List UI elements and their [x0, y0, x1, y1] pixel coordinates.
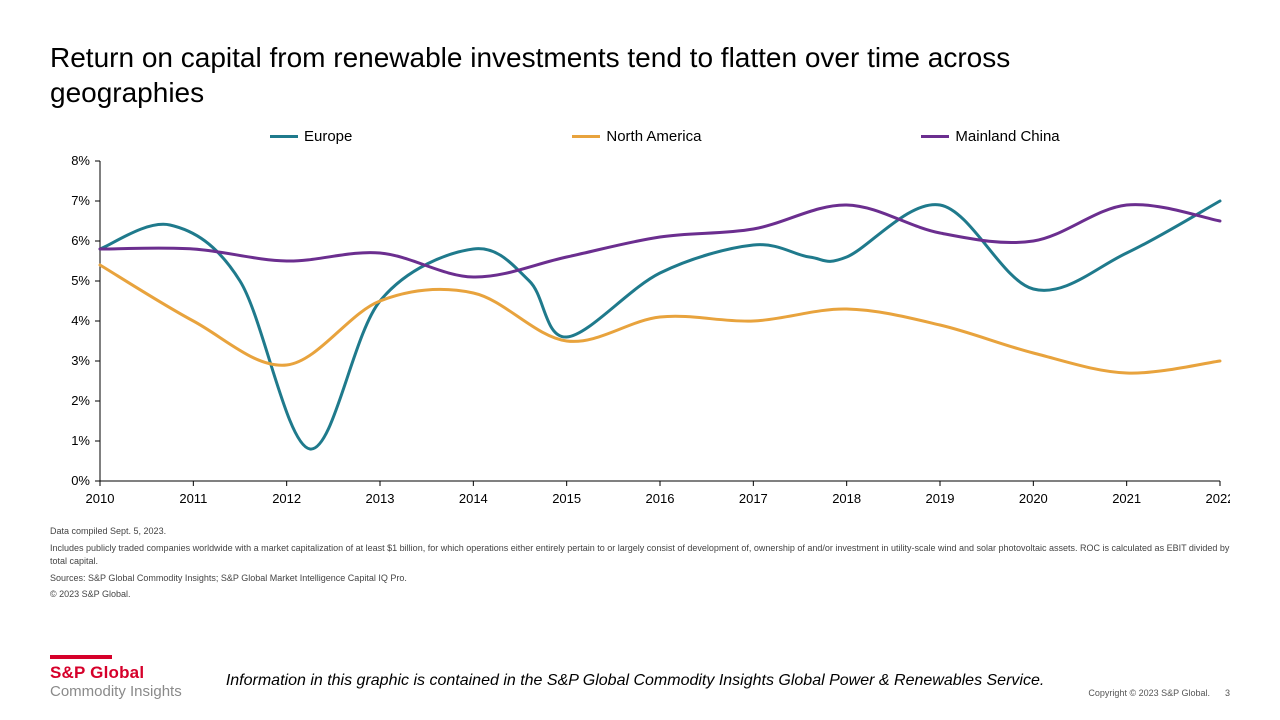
legend-label: North America: [606, 128, 701, 145]
svg-text:2015: 2015: [552, 491, 581, 506]
svg-text:5%: 5%: [71, 273, 90, 288]
svg-text:2011: 2011: [179, 491, 207, 506]
page-number: 3: [1225, 688, 1230, 698]
note-method: Includes publicly traded companies world…: [50, 542, 1230, 569]
legend-swatch: [270, 135, 298, 138]
chart-svg: 0% 1% 2% 3% 4% 5% 6% 7% 8% 2010 2011 2012 2013 2014 20…: [50, 151, 1230, 511]
svg-text:2017: 2017: [739, 491, 768, 506]
legend-item-china: Mainland China: [921, 128, 1059, 145]
legend-label: Europe: [304, 128, 352, 145]
svg-text:4%: 4%: [71, 313, 90, 328]
slide: Return on capital from renewable investm…: [0, 0, 1280, 720]
bottom-bar: S&P Global Commodity Insights Informatio…: [50, 655, 1230, 700]
svg-text:2019: 2019: [926, 491, 955, 506]
legend-item-europe: Europe: [270, 128, 352, 145]
legend-swatch: [572, 135, 600, 138]
svg-text:3%: 3%: [71, 353, 90, 368]
legend-label: Mainland China: [955, 128, 1059, 145]
svg-text:2%: 2%: [71, 393, 90, 408]
note-compiled: Data compiled Sept. 5, 2023.: [50, 525, 1230, 539]
svg-text:7%: 7%: [71, 193, 90, 208]
note-copyright: © 2023 S&P Global.: [50, 588, 1230, 602]
footer-copyright: Copyright © 2023 S&P Global. 3: [1088, 688, 1230, 700]
svg-text:6%: 6%: [71, 233, 90, 248]
chart-title: Return on capital from renewable investm…: [50, 40, 1150, 110]
logo-main: S&P Global: [50, 663, 182, 683]
note-sources: Sources: S&P Global Commodity Insights; …: [50, 572, 1230, 586]
svg-text:2018: 2018: [832, 491, 861, 506]
svg-text:2020: 2020: [1019, 491, 1048, 506]
svg-text:2022: 2022: [1206, 491, 1230, 506]
svg-text:2012: 2012: [272, 491, 301, 506]
svg-text:2016: 2016: [646, 491, 675, 506]
svg-text:0%: 0%: [71, 473, 90, 488]
sp-global-logo: S&P Global Commodity Insights: [50, 655, 182, 700]
legend: Europe North America Mainland China: [270, 128, 1230, 145]
line-chart: 0% 1% 2% 3% 4% 5% 6% 7% 8% 2010 2011 2012 2013 2014 20…: [50, 151, 1230, 511]
legend-item-north-america: North America: [572, 128, 701, 145]
svg-text:8%: 8%: [71, 153, 90, 168]
svg-text:2014: 2014: [459, 491, 488, 506]
logo-sub: Commodity Insights: [50, 683, 182, 700]
svg-text:2013: 2013: [366, 491, 395, 506]
svg-text:2010: 2010: [86, 491, 115, 506]
svg-text:2021: 2021: [1112, 491, 1141, 506]
logo-rule: [50, 655, 112, 659]
svg-text:1%: 1%: [71, 433, 90, 448]
service-note: Information in this graphic is contained…: [182, 670, 1089, 700]
footnotes: Data compiled Sept. 5, 2023. Includes pu…: [50, 525, 1230, 602]
legend-swatch: [921, 135, 949, 138]
